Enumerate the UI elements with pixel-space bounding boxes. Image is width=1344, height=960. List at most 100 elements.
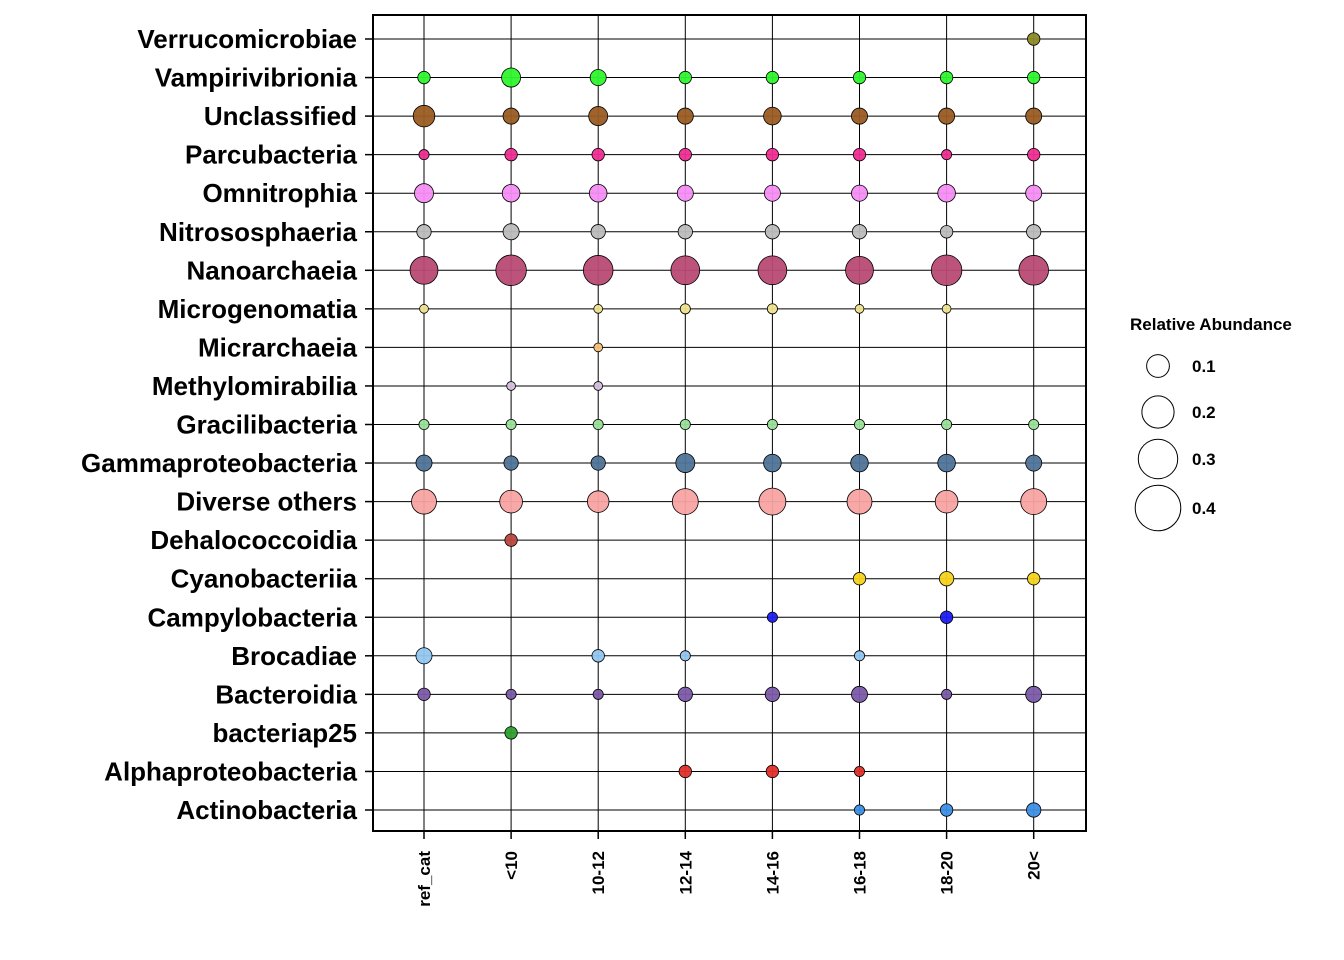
bubble-point	[1026, 802, 1042, 818]
bubble-point	[939, 610, 954, 624]
bubble-point	[941, 149, 953, 161]
bubble-point	[412, 104, 436, 128]
bubble-point	[939, 70, 954, 85]
bubble-point	[763, 106, 782, 126]
legend-key-circle	[1146, 354, 1170, 378]
bubble-point	[1018, 255, 1049, 286]
y-tick-label: Alphaproteobacteria	[104, 756, 357, 786]
y-tick-label: Dehalococcoidia	[150, 525, 357, 555]
bubble-point	[679, 650, 691, 662]
bubble-point	[766, 303, 778, 315]
bubble-point	[678, 148, 692, 162]
bubble-point	[414, 183, 434, 204]
y-tick-label: Verrucomicrobiae	[137, 24, 357, 54]
bubble-point	[502, 223, 520, 241]
bubble-point	[1020, 488, 1048, 515]
y-tick-label: Parcubacteria	[185, 140, 358, 170]
y-tick-label: Cyanobacteriia	[171, 564, 358, 594]
legend-key-label: 0.1	[1192, 357, 1216, 376]
bubble-point	[1026, 224, 1042, 240]
bubble-point	[854, 804, 865, 816]
bubble-point	[416, 224, 432, 240]
bubble-point	[409, 255, 439, 285]
x-tick-label: 10-12	[589, 851, 608, 894]
y-tick-label: Campylobacteria	[147, 602, 357, 632]
bubble-point	[852, 70, 867, 85]
bubble-point	[1025, 184, 1043, 202]
bubble-point	[503, 455, 519, 471]
bubble-point	[1025, 107, 1043, 125]
y-tick-label: Gammaproteobacteria	[81, 448, 358, 478]
x-axis-tick-marks	[423, 831, 1035, 839]
bubble-point	[758, 487, 787, 516]
bubble-point	[418, 419, 430, 430]
x-tick-label: 14-16	[763, 851, 782, 894]
y-tick-label: Gracilibacteria	[176, 410, 357, 440]
bubble-point	[591, 649, 605, 663]
legend-title: Relative Abundance	[1130, 315, 1292, 334]
bubble-point	[499, 489, 523, 514]
bubble-point	[505, 419, 517, 430]
bubble-point	[671, 488, 699, 515]
y-tick-label: Bacteroidia	[215, 679, 357, 709]
bubble-point	[941, 304, 952, 314]
bubble-point	[1027, 148, 1041, 162]
bubble-point	[587, 490, 610, 513]
bubble-point	[766, 419, 778, 430]
bubble-point	[590, 224, 606, 240]
bubble-point	[501, 183, 521, 203]
bubble-point	[854, 304, 865, 314]
bubble-point	[939, 803, 954, 817]
bubble-point	[592, 688, 604, 700]
bubble-point	[757, 255, 788, 286]
bubble-point	[845, 255, 874, 285]
y-tick-label: Vampirivibrionia	[155, 63, 358, 93]
bubble-point	[1028, 419, 1040, 430]
bubble-point	[678, 764, 692, 779]
bubble-point	[850, 453, 869, 473]
y-tick-label: Diverse others	[176, 487, 357, 517]
bubble-point	[418, 149, 430, 161]
bubble-point	[937, 453, 956, 473]
bubble-point	[939, 225, 954, 239]
y-tick-label: Nanoarchaeia	[186, 255, 357, 285]
bubble-point	[676, 107, 694, 125]
bubble-point	[588, 106, 609, 127]
y-tick-label: bacteriap25	[212, 718, 357, 748]
x-tick-label: 12-14	[676, 850, 695, 894]
x-tick-label: 20<	[1025, 851, 1044, 880]
y-tick-label: Methylomirabilia	[152, 371, 358, 401]
bubble-point	[592, 419, 604, 430]
bubble-point	[941, 419, 953, 430]
bubble-point	[763, 184, 781, 202]
bubble-point	[851, 224, 868, 240]
bubble-point	[593, 381, 604, 391]
x-tick-label: <10	[502, 851, 521, 880]
y-tick-label: Microgenomatia	[158, 294, 358, 324]
y-tick-label: Omnitrophia	[202, 178, 357, 208]
legend-key-circle	[1141, 395, 1175, 429]
y-tick-label: Unclassified	[204, 101, 357, 131]
bubble-point	[419, 304, 429, 314]
bubble-point	[852, 148, 867, 162]
y-axis-tick-marks	[365, 38, 373, 811]
bubble-point	[679, 419, 691, 430]
legend-key-label: 0.2	[1192, 403, 1216, 422]
bubble-point	[851, 107, 868, 125]
plot-panel-border	[372, 14, 1087, 832]
bubble-series	[409, 32, 1049, 818]
grid-lines	[373, 15, 1086, 831]
bubble-point	[1025, 454, 1043, 472]
bubble-point	[854, 419, 865, 430]
bubble-point	[582, 255, 614, 286]
y-tick-label: Micrarchaeia	[198, 332, 358, 362]
bubble-point	[851, 184, 868, 202]
bubble-point	[590, 455, 606, 471]
bubble-point	[934, 489, 959, 514]
y-tick-label: Nitrososphaeria	[159, 217, 357, 247]
bubble-point	[591, 148, 605, 162]
bubble-point	[670, 255, 701, 286]
bubble-point	[415, 647, 433, 665]
bubble-point	[764, 224, 781, 240]
